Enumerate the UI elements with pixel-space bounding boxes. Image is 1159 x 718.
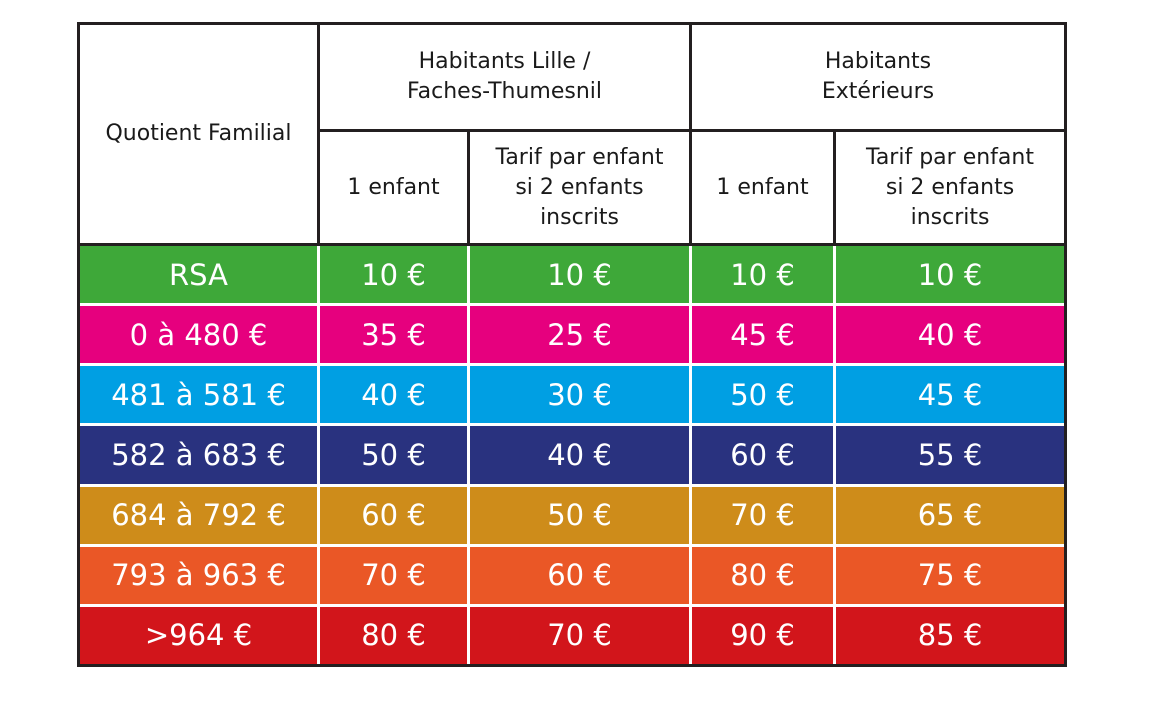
table-row: >964 € 80 € 70 € 90 € 85 € <box>77 603 1068 668</box>
price-cell-lille-two: 50 € <box>467 483 691 546</box>
price-cell-ext-two: 55 € <box>832 423 1068 486</box>
table-row: 582 à 683 € 50 € 40 € 60 € 55 € <box>77 423 1068 486</box>
price-cell-lille-two: 25 € <box>467 303 691 365</box>
table-row: 481 à 581 € 40 € 30 € 50 € 45 € <box>77 363 1068 425</box>
table-row: RSA 10 € 10 € 10 € 10 € <box>77 242 1068 305</box>
price-cell-lille-one: 70 € <box>317 543 469 606</box>
price-cell-ext-two: 85 € <box>832 603 1068 668</box>
header-lille-two-children: Tarif par enfant si 2 enfants inscrits <box>467 129 692 246</box>
price-cell-ext-one: 10 € <box>689 242 835 305</box>
header-ext-one-child: 1 enfant <box>689 129 836 246</box>
header-lille-one-child: 1 enfant <box>317 129 470 246</box>
price-cell-ext-one: 70 € <box>689 483 835 546</box>
price-cell-lille-two: 70 € <box>467 603 691 668</box>
price-cell-lille-one: 35 € <box>317 303 469 365</box>
price-cell-lille-one: 60 € <box>317 483 469 546</box>
price-cell-ext-one: 50 € <box>689 363 835 425</box>
price-cell-ext-two: 75 € <box>832 543 1068 606</box>
table-row: 0 à 480 € 35 € 25 € 45 € 40 € <box>77 303 1068 365</box>
quotient-cell: 582 à 683 € <box>77 423 319 486</box>
quotient-cell: RSA <box>77 242 319 305</box>
price-cell-ext-one: 60 € <box>689 423 835 486</box>
price-cell-ext-one: 80 € <box>689 543 835 606</box>
header-habitants-lille: Habitants Lille / Faches-Thumesnil <box>317 22 692 132</box>
price-cell-ext-two: 40 € <box>832 303 1068 365</box>
table-row: 793 à 963 € 70 € 60 € 80 € 75 € <box>77 543 1068 606</box>
price-cell-ext-one: 90 € <box>689 603 835 668</box>
price-cell-lille-one: 80 € <box>317 603 469 668</box>
header-habitants-exterieurs: Habitants Extérieurs <box>688 22 1068 132</box>
price-cell-ext-two: 10 € <box>832 242 1068 305</box>
price-cell-lille-two: 30 € <box>467 363 691 425</box>
quotient-cell: >964 € <box>77 603 319 668</box>
header-ext-two-children: Tarif par enfant si 2 enfants inscrits <box>832 129 1068 246</box>
price-cell-ext-two: 65 € <box>832 483 1068 546</box>
price-cell-lille-one: 50 € <box>317 423 469 486</box>
price-cell-lille-two: 40 € <box>467 423 691 486</box>
quotient-cell: 684 à 792 € <box>77 483 319 546</box>
price-cell-ext-one: 45 € <box>689 303 835 365</box>
price-cell-lille-one: 40 € <box>317 363 469 425</box>
quotient-cell: 793 à 963 € <box>77 543 319 606</box>
price-cell-lille-two: 60 € <box>467 543 691 606</box>
price-cell-lille-two: 10 € <box>467 242 691 305</box>
price-cell-ext-two: 45 € <box>832 363 1068 425</box>
tariff-table: Quotient Familial Habitants Lille / Fach… <box>77 22 1068 668</box>
table-row: 684 à 792 € 60 € 50 € 70 € 65 € <box>77 483 1068 546</box>
header-quotient-familial: Quotient Familial <box>77 22 320 246</box>
price-cell-lille-one: 10 € <box>317 242 469 305</box>
quotient-cell: 0 à 480 € <box>77 303 319 365</box>
quotient-cell: 481 à 581 € <box>77 363 319 425</box>
